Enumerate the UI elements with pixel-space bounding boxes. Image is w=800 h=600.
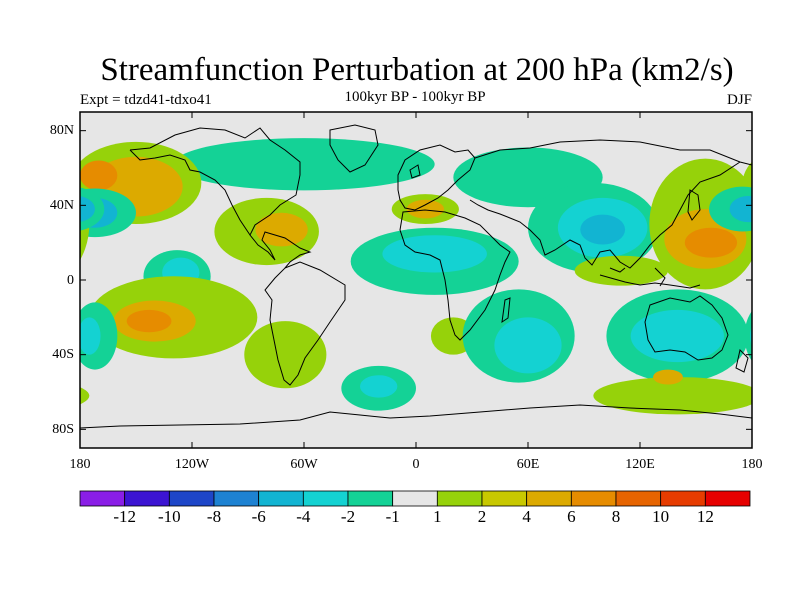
lon-label-60w: 60W — [290, 457, 318, 472]
colorbar-box — [168, 490, 215, 507]
period-label: 100kyr BP - 100kyr BP — [344, 89, 486, 105]
field-tasman-positive — [0, 370, 11, 385]
field-australia-negative — [0, 289, 76, 382]
colorbar-label: -2 — [340, 507, 356, 526]
colorbar-label: 8 — [611, 507, 621, 526]
colorbar-label: 6 — [567, 507, 576, 526]
colorbar-box — [124, 490, 170, 507]
lat-label-0: 0 — [67, 273, 74, 288]
colorbar-box — [347, 490, 394, 507]
colorbar-box — [258, 490, 304, 507]
colorbar-label: -1 — [385, 507, 400, 526]
field-arctic-negative — [173, 138, 435, 191]
field-south-atlantic-negative-core — [360, 375, 398, 398]
field-southern-ocean-positive — [80, 387, 90, 405]
colorbar-label: 10 — [652, 507, 670, 526]
field-asia-negative-core — [580, 214, 626, 245]
colorbar-label: 1 — [433, 507, 442, 526]
field-south-pacific-positive — [761, 276, 800, 358]
field-ne-pacific-positive-core — [761, 157, 800, 217]
lat-label-80n: 80N — [49, 123, 74, 138]
field-southern-ocean-positive — [593, 377, 752, 415]
colorbar-box — [570, 490, 617, 507]
field-ne-pacific-positive-max — [80, 160, 118, 191]
field-australia-negative-core — [630, 309, 724, 363]
africa-coast — [399, 209, 511, 341]
colorbar-box — [302, 490, 349, 507]
colorbar-label: -4 — [296, 507, 311, 526]
colorbar-box — [526, 490, 572, 507]
colorbar-box — [213, 490, 260, 507]
colorbar — [79, 490, 751, 507]
field-ne-pacific-positive-max — [752, 161, 789, 191]
field-mediterranean-positive-core — [406, 199, 445, 219]
colorbar-box — [79, 490, 126, 507]
greenland-coast — [329, 124, 379, 173]
colorbar-box — [392, 490, 438, 507]
north-america-coast — [129, 127, 312, 269]
field-north-america-positive-core — [255, 212, 308, 247]
season-label: DJF — [726, 92, 752, 108]
colorbar-box — [704, 490, 751, 507]
tick-marks — [79, 112, 753, 448]
field-nw-pacific-negative-core — [80, 196, 95, 222]
lon-label-180e: 180 — [741, 457, 763, 472]
australia-coast — [644, 295, 729, 361]
lat-label-40s: 40S — [52, 347, 74, 362]
experiment-label: Expt = tdzd41-tdxo41 — [80, 92, 212, 108]
new-zealand-coast — [735, 349, 749, 373]
maritime-continent-coast — [599, 267, 701, 289]
lat-label-80s: 80S — [52, 422, 74, 437]
field-east-pacific-negative-core — [750, 325, 752, 347]
field-south-pacific-positive-max — [126, 309, 172, 333]
japan-coast — [687, 189, 701, 221]
madagascar-coast — [501, 297, 511, 324]
field-east-pacific-negative — [744, 310, 752, 362]
colorbar-box — [481, 490, 528, 507]
field-south-pacific-positive-core — [786, 301, 800, 342]
field-west-pacific-positive-core — [0, 209, 74, 269]
colorbar-box — [660, 490, 706, 507]
field-nw-pacific-negative-core — [729, 196, 752, 223]
colorbar-box — [615, 490, 662, 507]
field-layer — [0, 138, 800, 415]
colorbar-label: 4 — [522, 507, 531, 526]
lat-label-40n: 40N — [49, 198, 74, 213]
colorbar-label: -6 — [251, 507, 266, 526]
europe-coast — [397, 144, 476, 211]
colorbar-box — [436, 490, 483, 507]
colorbar-label: -8 — [206, 507, 222, 526]
field-west-pacific-positive — [80, 187, 90, 261]
field-east-pacific-negative-core — [80, 317, 101, 355]
lon-label-0: 0 — [412, 457, 420, 472]
lon-label-120e: 120E — [625, 457, 655, 472]
coastlines — [80, 124, 752, 429]
colorbar-label: -12 — [113, 507, 136, 526]
colorbar-label: 12 — [696, 507, 714, 526]
asia-coast — [469, 139, 752, 269]
antarctica-coast — [80, 404, 752, 429]
field-west-pacific-positive-max — [13, 228, 65, 258]
field-south-america-positive — [244, 321, 327, 389]
colorbar-label: -10 — [157, 507, 181, 526]
lon-label-180w: 180 — [69, 457, 91, 472]
field-tasman-positive — [653, 369, 683, 385]
lon-label-60e: 60E — [516, 457, 540, 472]
field-west-pacific-positive-max — [684, 227, 738, 258]
south-america-coast — [264, 261, 346, 386]
field-indian-ocean-negative-core — [494, 317, 562, 374]
field-atlantic-africa-negative-core — [382, 235, 487, 273]
lon-label-120w: 120W — [174, 457, 210, 472]
plot-title: Streamfunction Perturbation at 200 hPa (… — [100, 52, 734, 88]
colorbar-label: 2 — [477, 507, 487, 526]
